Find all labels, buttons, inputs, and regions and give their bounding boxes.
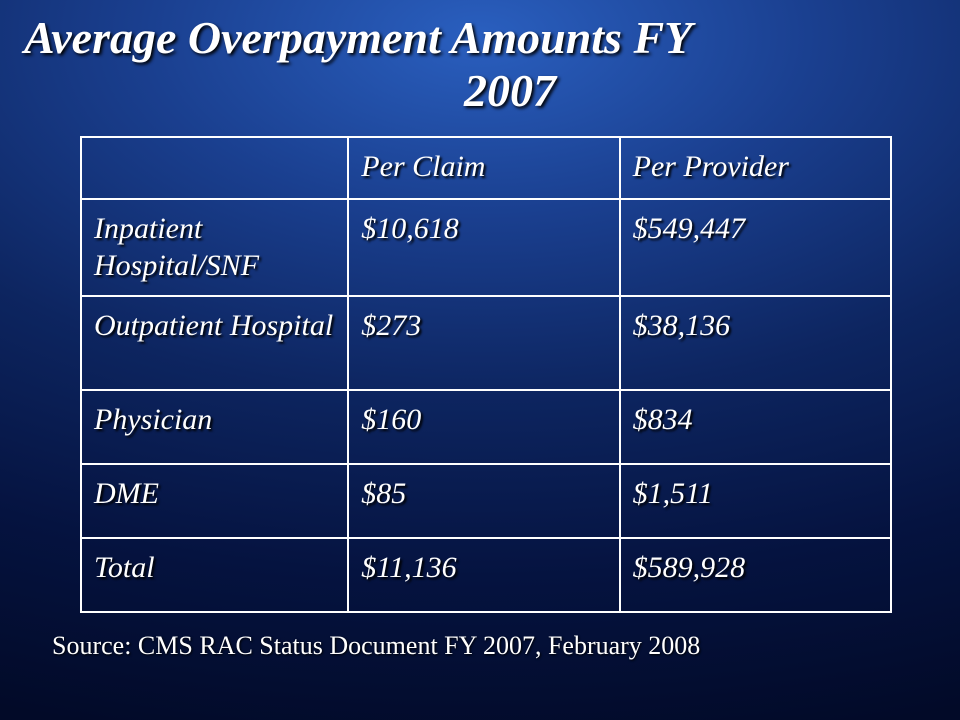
table-row: DME $85 $1,511: [81, 464, 891, 538]
row-label: Inpatient Hospital/SNF: [81, 199, 348, 296]
row-per-claim: $273: [348, 296, 619, 390]
row-label: DME: [81, 464, 348, 538]
table-header-row: Per Claim Per Provider: [81, 137, 891, 199]
header-blank: [81, 137, 348, 199]
slide: Average Overpayment Amounts FY 2007 Per …: [0, 0, 960, 720]
overpayment-table-wrap: Per Claim Per Provider Inpatient Hospita…: [80, 136, 892, 613]
row-per-provider: $589,928: [620, 538, 891, 612]
row-label: Physician: [81, 390, 348, 464]
title-line-2: 2007: [24, 65, 936, 118]
row-per-claim: $10,618: [348, 199, 619, 296]
overpayment-table: Per Claim Per Provider Inpatient Hospita…: [80, 136, 892, 613]
row-per-provider: $1,511: [620, 464, 891, 538]
row-label: Outpatient Hospital: [81, 296, 348, 390]
table-row: Inpatient Hospital/SNF $10,618 $549,447: [81, 199, 891, 296]
table-row: Outpatient Hospital $273 $38,136: [81, 296, 891, 390]
row-per-claim: $85: [348, 464, 619, 538]
row-per-provider: $834: [620, 390, 891, 464]
table-row: Total $11,136 $589,928: [81, 538, 891, 612]
slide-title: Average Overpayment Amounts FY 2007: [24, 12, 936, 118]
row-per-claim: $160: [348, 390, 619, 464]
row-per-claim: $11,136: [348, 538, 619, 612]
title-line-1: Average Overpayment Amounts FY: [24, 12, 936, 65]
header-per-claim: Per Claim: [348, 137, 619, 199]
table-row: Physician $160 $834: [81, 390, 891, 464]
source-citation: Source: CMS RAC Status Document FY 2007,…: [52, 631, 936, 661]
row-per-provider: $38,136: [620, 296, 891, 390]
row-per-provider: $549,447: [620, 199, 891, 296]
row-label: Total: [81, 538, 348, 612]
header-per-provider: Per Provider: [620, 137, 891, 199]
